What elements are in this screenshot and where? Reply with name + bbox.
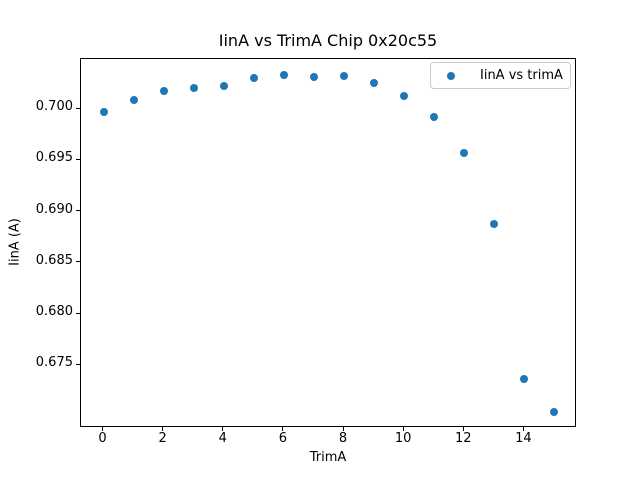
x-tick-label: 12 [454, 431, 472, 446]
x-tick-label: 8 [338, 431, 348, 446]
y-tick-label: 0.685 [35, 252, 73, 268]
legend-label: IinA vs trimA [480, 68, 563, 83]
x-tick-label: 14 [515, 431, 532, 446]
scatter-marker-icon [447, 71, 455, 80]
scatter-point [430, 113, 439, 122]
y-tick-mark [76, 210, 80, 212]
scatter-point [520, 374, 529, 383]
scatter-point [279, 71, 288, 80]
x-tick-label: 4 [218, 431, 227, 446]
scatter-point [460, 149, 469, 158]
x-tick-mark [282, 427, 284, 431]
y-tick-mark [76, 261, 80, 263]
plot-area [80, 58, 576, 427]
y-tick-label: 0.690 [35, 201, 73, 217]
scatter-point [550, 407, 559, 416]
chart-title: IinA vs TrimA Chip 0x20c55 [218, 31, 438, 50]
scatter-point [249, 74, 258, 83]
scatter-point [99, 108, 108, 117]
legend: IinA vs trimA [430, 62, 571, 89]
y-tick-label: 0.700 [35, 99, 73, 115]
y-tick-label: 0.695 [35, 150, 73, 166]
y-tick-label: 0.675 [35, 355, 73, 371]
x-tick-mark [522, 427, 524, 431]
scatter-point [490, 220, 499, 229]
x-tick-mark [222, 427, 224, 431]
x-tick-mark [102, 427, 104, 431]
scatter-point [219, 81, 228, 90]
y-tick-mark [76, 363, 80, 365]
y-tick-mark [76, 158, 80, 160]
y-axis-label: IinA (A) [7, 218, 23, 266]
scatter-point [340, 72, 349, 81]
scatter-point [370, 78, 379, 87]
x-tick-label: 10 [394, 431, 412, 446]
x-tick-mark [162, 427, 164, 431]
x-axis-label: TrimA [309, 450, 347, 465]
x-tick-label: 2 [158, 431, 167, 446]
scatter-point [309, 73, 318, 82]
y-tick-mark [76, 107, 80, 109]
x-tick-mark [462, 427, 464, 431]
x-tick-mark [402, 427, 404, 431]
x-tick-label: 6 [278, 431, 288, 446]
y-tick-mark [76, 312, 80, 314]
scatter-point [400, 91, 409, 100]
scatter-point [129, 96, 138, 104]
y-tick-label: 0.680 [35, 304, 73, 320]
scatter-point [159, 86, 168, 95]
x-tick-mark [342, 427, 344, 431]
x-tick-label: 0 [98, 431, 107, 446]
scatter-point [189, 83, 198, 92]
